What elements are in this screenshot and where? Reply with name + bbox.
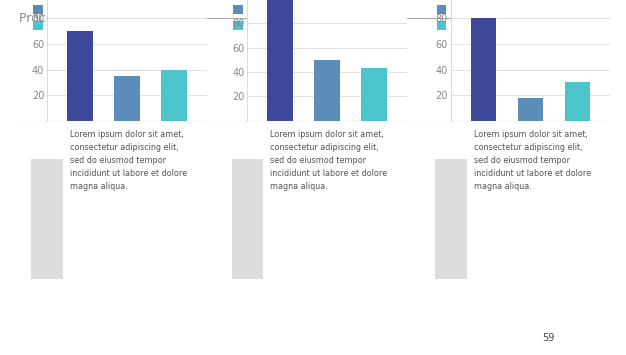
Text: 43 %: 43 % (247, 20, 272, 30)
Text: 30 %: 30 % (451, 20, 475, 30)
Text: 59: 59 (541, 333, 554, 343)
Text: Process: Process (19, 12, 70, 25)
Text: 2015: 2015 (300, 44, 339, 59)
Bar (114, 76, 140, 121)
Bar (233, 21, 243, 29)
Text: 2014: 2014 (100, 44, 138, 59)
Bar (31, 159, 63, 279)
Bar (33, 21, 43, 29)
Bar (267, 0, 293, 121)
Bar (233, 5, 243, 13)
Text: 35 %: 35 % (47, 4, 72, 14)
Bar (437, 5, 446, 13)
Text: Lorem ipsum dolor sit amet,
consectetur adipiscing elit,
sed do eiusmod tempor
i: Lorem ipsum dolor sit amet, consectetur … (474, 130, 591, 191)
Bar (565, 82, 590, 121)
Bar (161, 70, 187, 121)
Bar (33, 5, 43, 13)
Text: Lorem ipsum dolor sit amet,
consectetur adipiscing elit,
sed do eiusmod tempor
i: Lorem ipsum dolor sit amet, consectetur … (270, 130, 387, 191)
Bar (314, 60, 340, 121)
Text: Lorem ipsum dolor sit amet,
consectetur adipiscing elit,
sed do eiusmod tempor
i: Lorem ipsum dolor sit amet, consectetur … (70, 130, 187, 191)
Bar (518, 98, 543, 121)
Bar (67, 31, 93, 121)
Bar (361, 69, 387, 121)
Text: Page: Page (55, 12, 90, 25)
Bar (435, 159, 466, 279)
Bar (232, 159, 263, 279)
Text: 2016: 2016 (503, 44, 542, 59)
Text: 40 %: 40 % (47, 20, 71, 30)
Bar (471, 18, 496, 121)
Bar (437, 21, 446, 29)
Text: 50 %: 50 % (247, 4, 272, 14)
Text: 18 %: 18 % (451, 4, 475, 14)
Text: LOGOTYPE: LOGOTYPE (545, 16, 598, 25)
